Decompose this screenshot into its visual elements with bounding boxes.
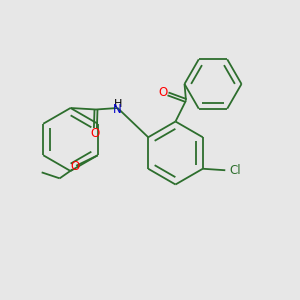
Text: Cl: Cl [229,164,241,177]
Text: O: O [91,127,100,140]
Text: O: O [71,160,80,173]
Text: H: H [114,99,122,109]
Text: O: O [158,86,167,99]
Text: N: N [112,103,122,116]
